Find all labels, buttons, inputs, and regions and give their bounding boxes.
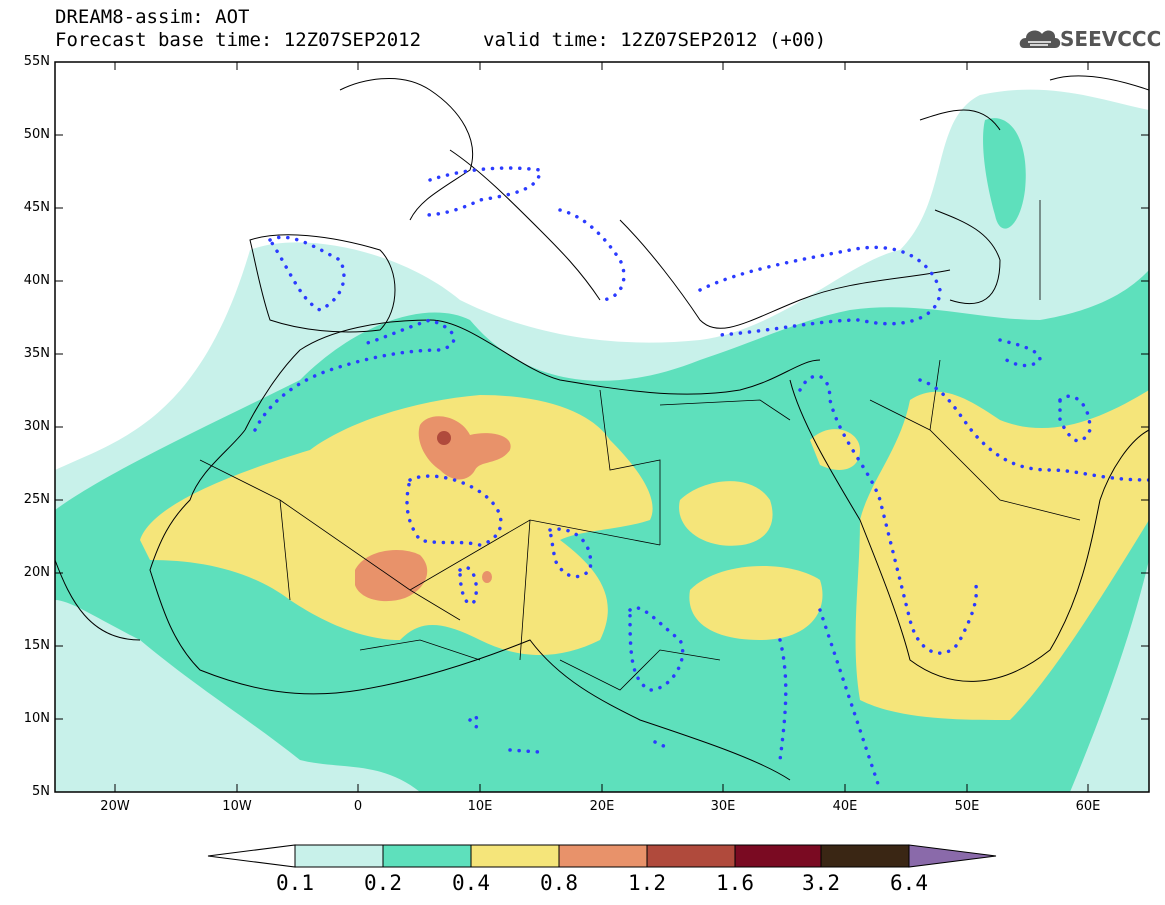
lon-label: 20W [100, 799, 130, 814]
cloud-icon [1019, 30, 1061, 48]
lat-label: 45N [23, 200, 50, 215]
colorbar-label: 0.2 [364, 871, 402, 895]
axis-ticks [55, 61, 1149, 792]
colorbar [207, 844, 997, 868]
coastlines [55, 75, 1149, 781]
valid-time: valid time: 12Z07SEP2012 (+00) [483, 29, 827, 51]
lon-label: 0 [353, 799, 363, 814]
colorbar-swatch-0.4 [470, 844, 560, 868]
colorbar-swatch-0.8 [558, 844, 648, 868]
colorbar-label: 0.1 [276, 871, 314, 895]
lat-label: 35N [23, 346, 50, 361]
lat-label: 55N [23, 54, 50, 69]
lat-label: 25N [23, 492, 50, 507]
lon-label: 20E [589, 799, 615, 814]
colorbar-label: 0.8 [540, 871, 578, 895]
colorbar-swatch-3.2 [820, 844, 910, 868]
lon-label: 10W [222, 799, 252, 814]
colorbar-swatch-1.6 [734, 844, 822, 868]
map-title: DREAM8-assim: AOT [55, 6, 250, 28]
forecast-base-time: Forecast base time: 12Z07SEP2012 [55, 29, 422, 51]
lat-label: 30N [23, 419, 50, 434]
lon-label: 50E [954, 799, 980, 814]
lat-label: 15N [23, 638, 50, 653]
colorbar-label: 1.6 [716, 871, 754, 895]
colorbar-under-triangle [207, 844, 296, 868]
dust-contours [253, 166, 1149, 792]
lon-label: 60E [1075, 799, 1101, 814]
colorbar-swatch-1.2 [646, 844, 736, 868]
aot-level-1.2 [437, 431, 451, 445]
colorbar-swatch-0.2 [382, 844, 472, 868]
country-borders [199, 200, 1081, 691]
lon-label: 30E [710, 799, 736, 814]
colorbar-label: 1.2 [628, 871, 666, 895]
colorbar-swatch-0.1 [294, 844, 384, 868]
lat-label: 5N [32, 784, 50, 799]
lat-label: 40N [23, 273, 50, 288]
lat-label: 10N [23, 711, 50, 726]
lat-label: 50N [23, 127, 50, 142]
logo-text: SEEVCCC [1060, 27, 1162, 51]
colorbar-label: 6.4 [890, 871, 928, 895]
lon-label: 10E [467, 799, 493, 814]
lat-label: 20N [23, 565, 50, 580]
colorbar-label: 3.2 [802, 871, 840, 895]
lon-label: 40E [832, 799, 858, 814]
colorbar-label: 0.4 [452, 871, 490, 895]
colorbar-over-triangle [908, 844, 997, 868]
